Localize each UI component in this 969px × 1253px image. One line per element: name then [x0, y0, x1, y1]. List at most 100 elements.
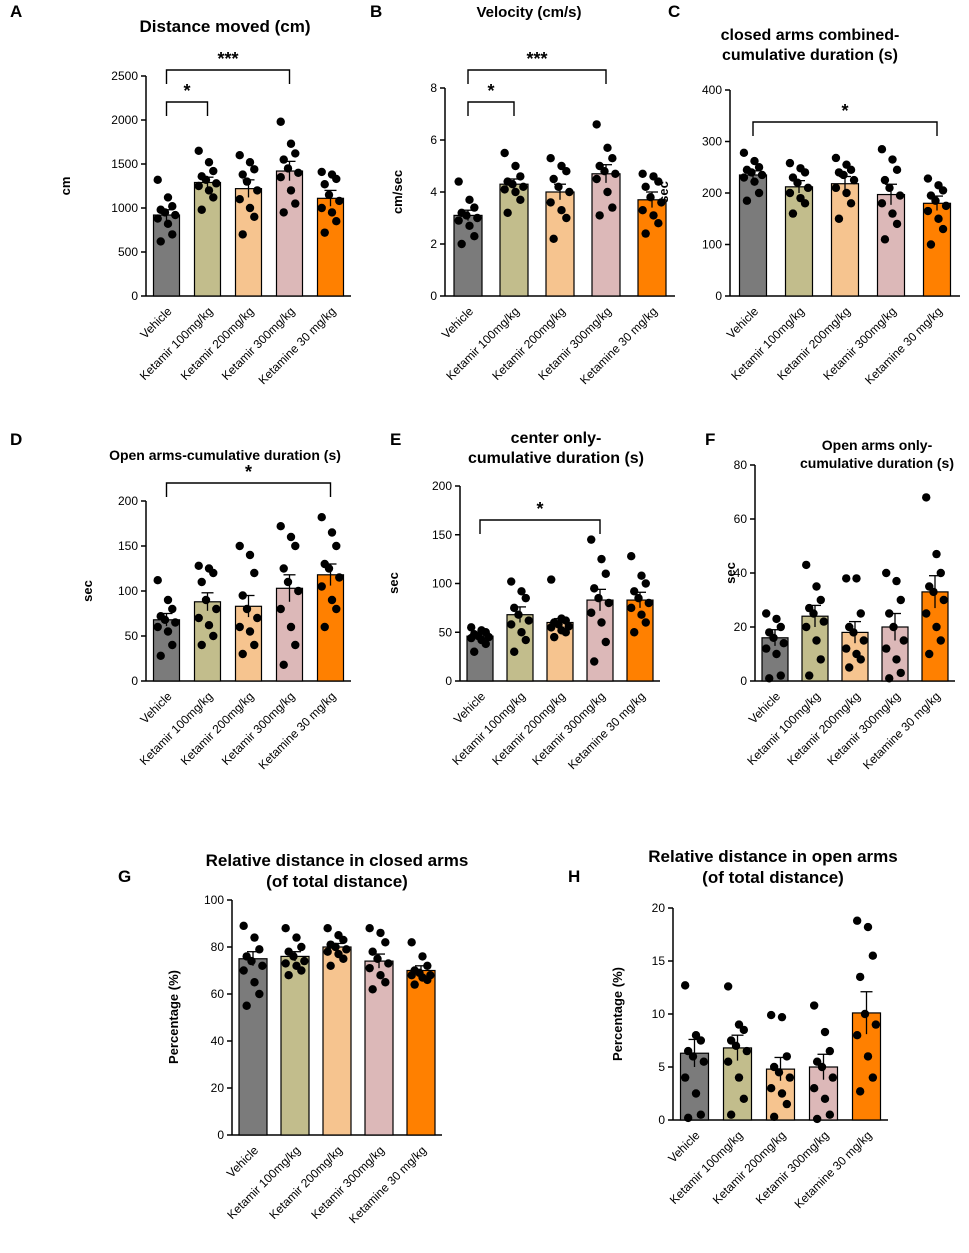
data-point: [782, 1099, 792, 1109]
y-tick-label: 100: [118, 584, 138, 598]
data-point: [239, 921, 248, 931]
y-tick-label: 1500: [111, 157, 138, 171]
significance-bracket: [165, 101, 209, 116]
data-point: [418, 952, 427, 961]
data-point: [549, 174, 558, 184]
data-point: [168, 202, 177, 211]
data-point: [194, 146, 203, 155]
data-point: [774, 1068, 784, 1077]
panel-label: F: [705, 430, 715, 449]
panel-label: E: [390, 430, 401, 449]
y-tick-label: 0: [658, 1113, 665, 1127]
data-point: [253, 613, 262, 623]
data-point: [294, 586, 303, 596]
category-label: Ketamine 30 mg/kg: [256, 304, 339, 387]
data-point: [772, 649, 781, 659]
data-point: [194, 561, 203, 570]
data-point: [754, 188, 764, 198]
data-point: [785, 188, 795, 198]
data-point: [242, 604, 252, 614]
data-point: [168, 230, 177, 239]
data-point: [562, 167, 571, 176]
category-label: Ketamir 100mg/kg: [137, 689, 216, 768]
data-point: [731, 1041, 741, 1051]
data-point: [171, 618, 180, 627]
data-point: [803, 183, 813, 193]
data-point: [739, 173, 749, 182]
data-point: [331, 942, 340, 952]
data-point: [153, 576, 162, 585]
data-point: [846, 165, 856, 175]
data-point: [734, 1073, 744, 1082]
data-point: [467, 623, 476, 632]
category-label: Vehicle: [137, 304, 174, 341]
bar: [280, 955, 310, 1136]
data-point: [376, 971, 385, 980]
data-point: [856, 655, 865, 664]
data-point: [812, 636, 821, 645]
data-point: [279, 208, 288, 217]
data-point: [842, 574, 851, 583]
data-point: [521, 593, 530, 603]
data-point: [931, 196, 940, 205]
data-point: [410, 980, 419, 989]
category-label: Ketamir 300mg/kg: [219, 304, 298, 383]
y-tick-label: 100: [702, 238, 722, 252]
panel-g: G Relative distance in closed arms (of tot…: [118, 851, 468, 1226]
category-label: Ketamir 100mg/kg: [137, 304, 216, 383]
data-point: [516, 172, 525, 181]
data-point: [828, 1073, 838, 1082]
category-label: Ketamine 30 mg/kg: [565, 689, 648, 772]
data-point: [929, 587, 938, 597]
data-point: [327, 595, 337, 605]
data-point: [925, 649, 934, 659]
data-point: [938, 186, 948, 195]
data-point: [892, 576, 901, 586]
data-point: [922, 609, 931, 618]
category-label: Vehicle: [451, 689, 488, 726]
data-point: [332, 541, 341, 551]
data-point: [739, 148, 749, 158]
data-point: [283, 164, 293, 173]
data-point: [546, 198, 555, 207]
data-point: [238, 649, 247, 659]
data-point: [627, 603, 636, 613]
chart-title: Relative distance in open arms: [648, 847, 897, 866]
data-point: [769, 1112, 779, 1122]
data-point: [507, 620, 516, 629]
data-point: [473, 213, 482, 223]
data-point: [524, 616, 533, 625]
data-point: [800, 168, 810, 177]
data-point: [323, 924, 332, 933]
data-point: [258, 961, 267, 970]
data-point: [286, 186, 296, 195]
data-point: [508, 180, 517, 189]
data-point: [156, 651, 165, 660]
data-point: [777, 1089, 787, 1098]
y-tick-label: 10: [652, 1007, 666, 1021]
data-point: [688, 1052, 698, 1061]
significance-label: ***: [217, 49, 238, 69]
data-point: [163, 219, 173, 229]
data-point: [860, 1009, 870, 1019]
category-label: Ketamir 300mg/kg: [308, 1143, 387, 1222]
data-point: [250, 165, 259, 174]
data-point: [885, 609, 894, 618]
data-point: [785, 158, 795, 168]
category-label: Ketamir 100mg/kg: [744, 689, 823, 768]
y-tick-label: 50: [439, 625, 453, 639]
panel-label: A: [10, 2, 22, 21]
chart-title: Distance moved (cm): [140, 17, 311, 36]
data-point: [168, 640, 177, 650]
data-point: [608, 203, 617, 212]
data-point: [922, 493, 931, 502]
panel-b: B Velocity (cm/s) 0 2 4 6 8 cm/sec Vehicle Ketami…: [370, 2, 675, 387]
data-point: [856, 609, 865, 618]
data-point: [153, 622, 162, 632]
data-point: [754, 163, 764, 172]
data-point: [484, 632, 493, 642]
data-point: [327, 208, 337, 217]
chart-title: closed arms combined-: [721, 27, 900, 44]
data-point: [868, 1073, 878, 1082]
